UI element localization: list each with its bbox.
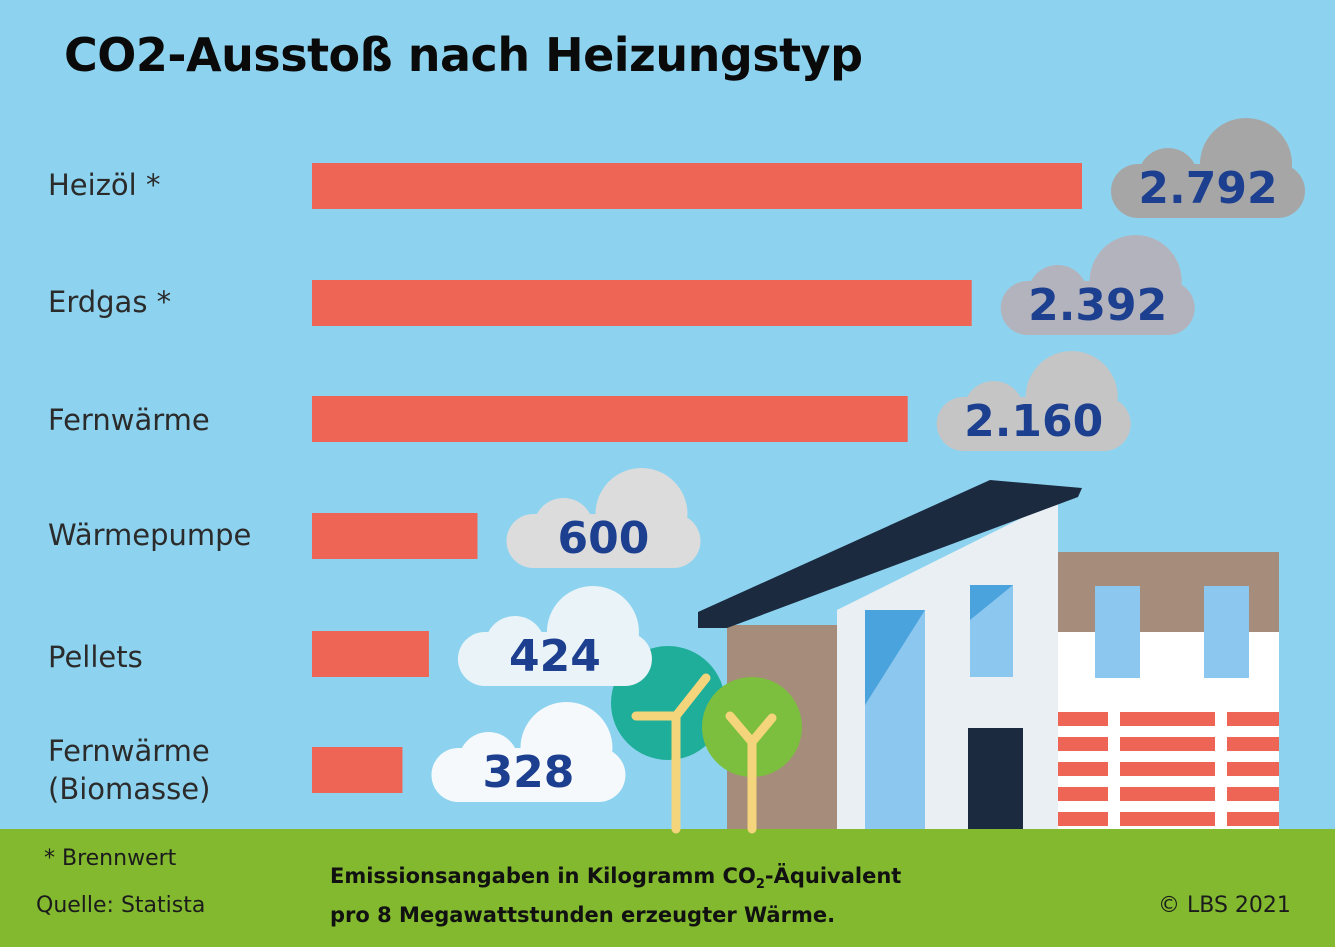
value-label-1: 2.392 (1028, 280, 1167, 331)
cloud-icon (1000, 235, 1195, 335)
value-label-5: 328 (483, 747, 575, 798)
copyright: © LBS 2021 (1158, 893, 1291, 918)
source-label: Quelle: Statista (36, 893, 206, 918)
value-label-0: 2.792 (1138, 163, 1277, 214)
footnote-brennwert: * Brennwert (44, 846, 177, 871)
footer-desc-post: -Äquivalent (764, 864, 902, 888)
chart-marks: 2.792 2.392 2.160 600 424 328 (312, 118, 1305, 802)
bar-3 (312, 513, 478, 559)
category-label-fernwaerme-biomasse: Fernwärme (Biomasse) (48, 734, 211, 806)
cloud-icon (936, 351, 1131, 451)
cloud-icon (506, 468, 701, 568)
footer-desc-subscript: 2 (755, 877, 765, 893)
chart-title: CO2-Ausstoß nach Heizungstyp (64, 28, 863, 82)
category-label-fernwaerme: Fernwärme (48, 403, 210, 437)
bar-4 (312, 631, 429, 677)
category-label-waermepumpe: Wärmepumpe (48, 518, 252, 552)
footer-description-line1: Emissionsangaben in Kilogramm CO2-Äquiva… (330, 861, 901, 900)
cloud-icon (457, 586, 652, 686)
category-label-erdgas: Erdgas * (48, 285, 172, 319)
bar-1 (312, 280, 972, 326)
value-label-3: 600 (558, 513, 650, 564)
footer-desc-pre: Emissionsangaben in Kilogramm CO (330, 864, 756, 888)
category-label-heizoel: Heizöl * (48, 168, 161, 202)
house-icon (698, 480, 1279, 829)
footer-description-line2: pro 8 Megawattstunden erzeugter Wärme. (330, 903, 836, 928)
bar-0 (312, 163, 1082, 209)
footer-band (0, 829, 1335, 947)
bar-5 (312, 747, 403, 793)
category-label-pellets: Pellets (48, 640, 143, 674)
footer-description: Emissionsangaben in Kilogramm CO2-Äquiva… (330, 861, 901, 931)
cloud-icon (1111, 118, 1305, 218)
value-label-4: 424 (509, 631, 601, 682)
bar-2 (312, 396, 908, 442)
value-label-2: 2.160 (964, 396, 1103, 447)
cloud-icon (431, 702, 626, 802)
